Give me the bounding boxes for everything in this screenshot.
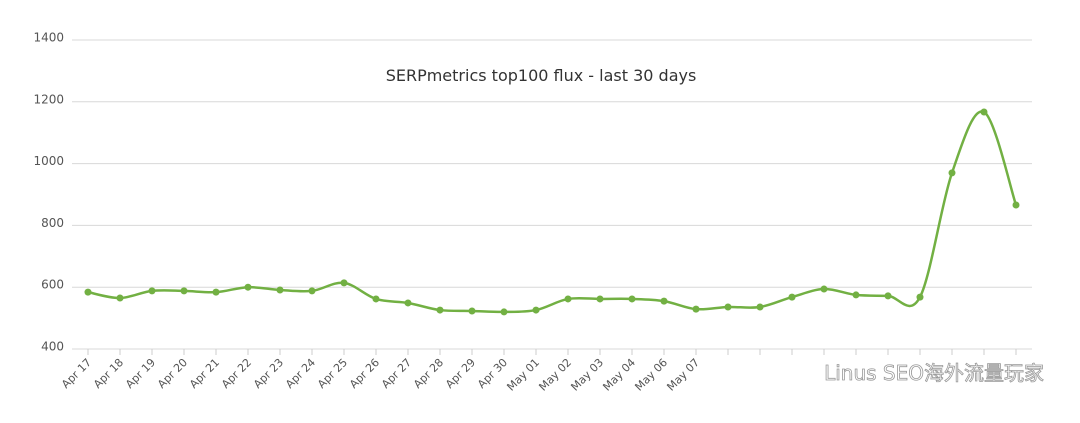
x-tick-label: Apr 23 [251, 356, 286, 391]
point [596, 295, 604, 303]
chart-title: SERPmetrics top100 flux - last 30 days [386, 66, 697, 85]
x-tick-label: Apr 19 [123, 356, 158, 391]
x-tick-label: Apr 24 [283, 356, 318, 391]
x-tick-label: May 06 [632, 356, 670, 394]
point [756, 303, 764, 311]
point [788, 293, 796, 301]
x-tick-label: May 02 [536, 356, 574, 394]
watermark: Linus SEO海外流量玩家 [824, 361, 1044, 385]
point [884, 292, 892, 300]
point [308, 287, 316, 295]
point [532, 306, 540, 314]
x-tick-label: May 04 [600, 356, 638, 394]
x-tick-label: Apr 28 [411, 356, 446, 391]
point [628, 295, 636, 303]
point [660, 297, 668, 305]
point [692, 305, 700, 313]
x-tick-label: Apr 18 [91, 356, 126, 391]
y-tick-label: 1200 [33, 92, 64, 106]
y-tick-label: 600 [41, 278, 64, 292]
point [948, 169, 956, 177]
x-tick-label: Apr 17 [59, 356, 94, 391]
point [564, 295, 572, 303]
point [852, 291, 860, 299]
point [276, 286, 284, 294]
point [916, 293, 924, 301]
x-tick-label: Apr 26 [347, 356, 382, 391]
point [724, 303, 732, 311]
point [340, 279, 348, 287]
x-tick-label: Apr 22 [219, 356, 254, 391]
point [820, 285, 828, 293]
x-tick-label: Apr 20 [155, 356, 190, 391]
point [180, 287, 188, 295]
point [148, 287, 156, 295]
point [404, 299, 412, 307]
x-tick-label: May 03 [568, 356, 606, 394]
point [212, 288, 220, 296]
point [500, 308, 508, 316]
line [87, 110, 1018, 314]
point [436, 306, 444, 314]
y-tick-label: 1000 [33, 154, 64, 168]
point [372, 295, 380, 303]
point [1012, 201, 1020, 209]
point [980, 108, 988, 116]
y-tick-label: 1400 [33, 31, 64, 45]
point [84, 288, 92, 296]
point [244, 283, 252, 291]
point [116, 294, 124, 302]
x-tick-label: May 01 [504, 356, 542, 394]
y-tick-label: 800 [41, 216, 64, 230]
x-tick-label: May 07 [664, 356, 702, 394]
y-tick-label: 400 [41, 340, 64, 354]
x-tick-label: Apr 29 [443, 356, 478, 391]
point [468, 307, 476, 315]
x-tick-label: Apr 25 [315, 356, 350, 391]
x-tick-label: Apr 21 [187, 356, 222, 391]
x-tick-label: Apr 27 [379, 356, 414, 391]
